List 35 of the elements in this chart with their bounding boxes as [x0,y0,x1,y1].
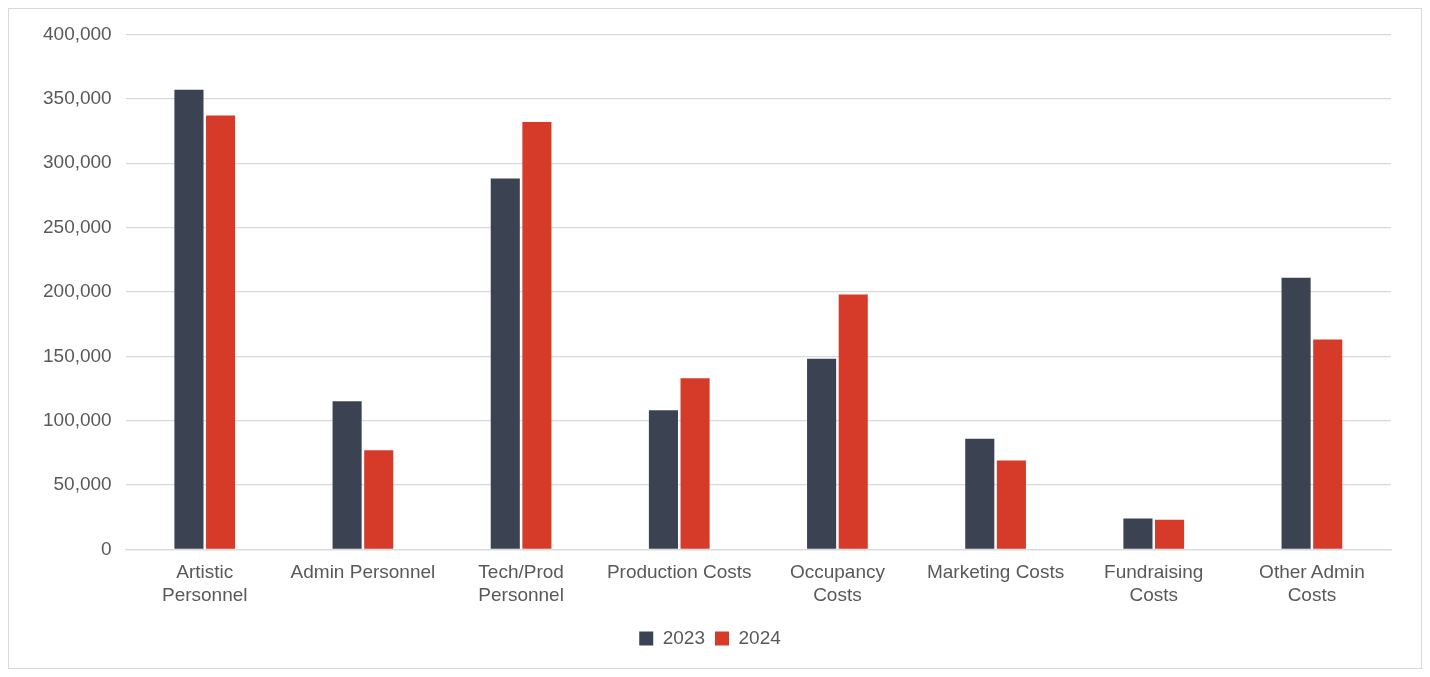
bar [838,294,868,549]
x-tick-label: Production Costs [606,561,752,583]
x-tick-label: Artistic Personnel [161,561,248,605]
bar [364,450,394,549]
x-tick-label: Other Admin Costs [1259,561,1365,605]
bar [174,89,204,549]
y-tick-label: 100,000 [42,408,112,430]
x-tick-label: Marketing Costs [926,561,1065,583]
bar [1281,277,1311,549]
bar [965,438,995,549]
bar [332,401,362,549]
bar [522,121,552,549]
legend-label: 2024 [738,626,782,648]
bar [648,410,678,549]
bar [1313,339,1343,549]
bar [807,358,837,549]
y-tick-label: 400,000 [42,22,112,44]
y-tick-label: 200,000 [42,280,112,302]
y-tick-label: 250,000 [42,215,112,237]
x-tick-label: Admin Personnel [290,561,436,583]
x-tick-label: Fundraising Costs [1104,561,1204,605]
y-tick-label: 300,000 [42,151,112,173]
y-tick-label: 50,000 [53,473,112,495]
y-tick-label: 0 [101,537,112,559]
x-tick-label: Tech/Prod Personnel [478,561,564,605]
legend-label: 2023 [662,626,706,648]
bar [996,460,1026,549]
bar [490,178,520,549]
y-tick-label: 350,000 [42,87,112,109]
y-tick-label: 150,000 [42,344,112,366]
bar [680,378,710,549]
bar [206,115,236,549]
bar [1123,518,1153,549]
bar [1155,519,1185,549]
x-tick-label: Occupancy Costs [789,561,886,605]
